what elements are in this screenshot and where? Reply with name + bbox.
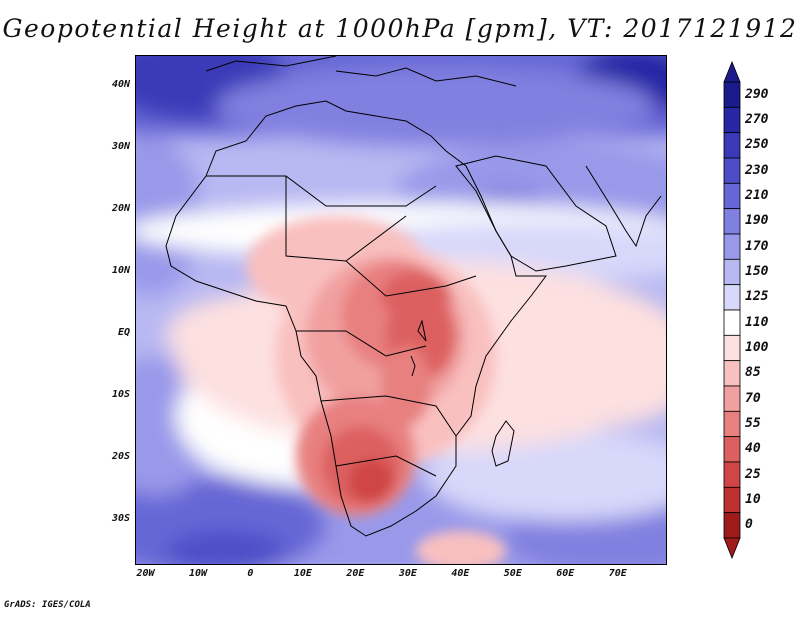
coastlines [165,56,662,537]
colorbar-segment [723,360,741,387]
lon-tick-label: 20E [346,568,365,579]
lat-tick-label: 20S [111,450,130,462]
lon-tick-label: 60E [556,568,575,579]
colorbar-segment [723,309,741,336]
colorbar-segment [723,81,741,108]
colorbar-level-label: 40 [745,441,761,457]
lon-tick-label: 20W [136,568,155,579]
colorbar-segment [723,233,741,260]
colorbar-level-label: 100 [745,340,769,355]
colorbar-segment [723,208,741,235]
colorbar-segment [723,157,741,184]
colorbar-level-label: 70 [745,390,761,406]
colorbar-segment [723,461,741,488]
colorbar-level-label: 170 [745,238,769,254]
map-plot-area [135,55,667,565]
lon-tick-label: 10E [293,568,312,579]
lat-tick-label: 10N [111,264,130,276]
grads-credit: GrADS: IGES/COLA [4,600,91,610]
colorbar-level-label: 210 [745,188,769,203]
colorbar-level-label: 55 [745,416,761,431]
lat-tick-label: 10S [111,388,130,400]
colorbar-level-label: 110 [745,314,769,330]
colorbar-level-label: 150 [745,264,769,279]
colorbar-level-label: 270 [745,112,769,127]
colorbar-level-label: 125 [745,289,769,305]
colorbar-level-label: 0 [745,517,753,533]
colorbar-level-label: 85 [745,365,761,381]
colorbar-segment [723,132,741,159]
colorbar-level-label: 250 [745,137,769,153]
lon-tick-label: 0 [247,568,254,579]
lat-tick-label: 40N [111,78,130,90]
lon-tick-label: 50E [503,568,522,579]
colorbar-segment [723,106,741,134]
lat-tick-label: 30N [111,140,130,152]
colorbar-segment [723,410,741,438]
colorbar-level-label: 230 [745,162,769,178]
colorbar-segment [723,258,741,286]
colorbar-level-label: 290 [745,86,769,102]
colorbar [723,60,741,560]
colorbar-segment [723,182,741,210]
colorbar-top-arrow [723,60,741,83]
lat-tick-label: EQ [117,326,130,338]
chart-title: Geopotential Height at 1000hPa [gpm], VT… [2,14,798,43]
colorbar-segment [723,486,741,514]
lat-tick-label: 30S [111,512,130,524]
colorbar-segment [723,284,741,311]
colorbar-segment [723,512,741,539]
colorbar-segment [723,334,741,362]
colorbar-segment [723,385,741,412]
colorbar-level-label: 10 [745,492,761,507]
geopotential-field [136,56,666,564]
colorbar-segment [723,436,741,463]
lon-tick-label: 10W [188,568,207,579]
lon-tick-label: 40E [451,568,470,579]
lat-tick-label: 20N [111,202,130,214]
colorbar-bottom-arrow [723,537,741,560]
colorbar-level-label: 25 [745,466,761,482]
colorbar-level-label: 190 [745,213,769,229]
lon-tick-label: 30E [398,568,417,579]
lon-tick-label: 70E [608,568,627,579]
